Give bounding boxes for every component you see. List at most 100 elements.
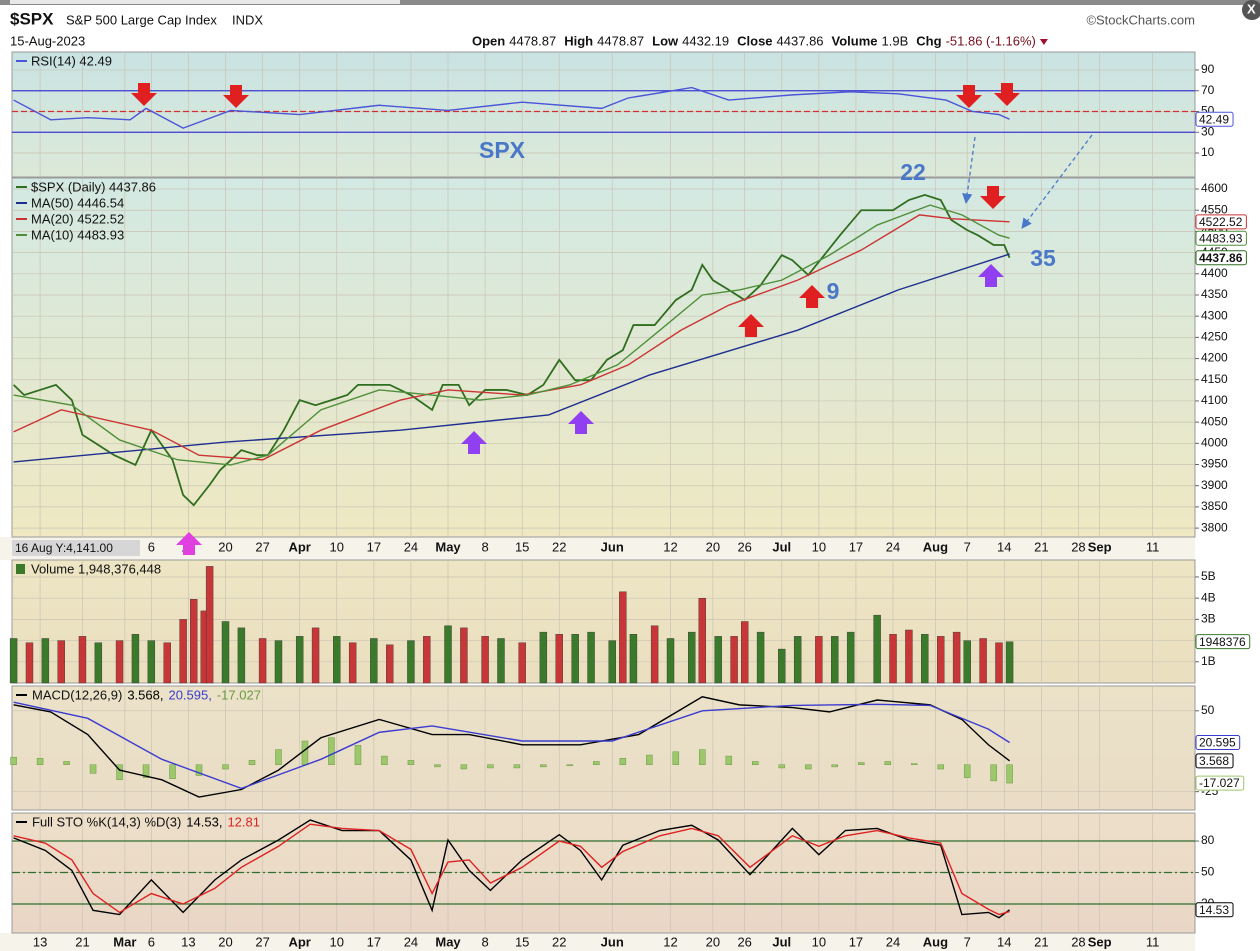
quote-label: Open (472, 33, 505, 48)
volume-bar (41, 638, 50, 684)
x-tick-label: Mar (113, 934, 136, 949)
volume-bar (778, 648, 786, 684)
panel-background (11, 177, 1196, 538)
last-value-tag (1195, 250, 1247, 266)
histogram-bar (434, 764, 441, 768)
volume-bar (57, 640, 65, 684)
histogram-bar (910, 763, 918, 765)
y-tick-label: 4400 (1201, 266, 1228, 280)
volume-bar (666, 638, 675, 684)
histogram-bar (831, 764, 838, 768)
x-tick-label: 28 (1071, 539, 1085, 554)
x-tick-label: 10 (330, 539, 344, 554)
legend-label: $SPX (Daily) 4437.86 (31, 179, 156, 194)
close-button[interactable] (1242, 0, 1260, 20)
y-tick-label: 4250 (1201, 330, 1228, 344)
volume-bar (587, 631, 595, 684)
volume-bar (756, 631, 765, 684)
x-tick-label: 10 (812, 934, 826, 949)
x-tick-label: May (435, 934, 461, 949)
y-tick-label: 3950 (1201, 457, 1228, 471)
x-tick-label: 17 (367, 539, 381, 554)
volume-bar (937, 636, 945, 684)
x-tick-label: 11 (1146, 934, 1160, 949)
x-tick-label: 17 (849, 539, 863, 554)
x-tick-label: 17 (849, 934, 863, 949)
volume-bar (979, 638, 987, 684)
y-tick-label: 10 (1201, 145, 1215, 159)
histogram-bar (752, 761, 759, 765)
volume-bar (94, 642, 103, 684)
x-tick-label: 21 (1034, 934, 1048, 949)
y-tick-label: 3900 (1201, 478, 1228, 492)
x-tick-label: Apr (288, 539, 310, 554)
last-value-tag (1195, 230, 1247, 246)
y-tick-label: 4600 (1201, 181, 1228, 195)
x-tick-label: 15 (515, 539, 529, 554)
histogram-bar (566, 764, 574, 767)
histogram-bar (142, 764, 150, 778)
x-tick-label: 26 (737, 934, 751, 949)
histogram-bar (778, 764, 786, 769)
series-line (12, 194, 1011, 507)
panel-background (11, 51, 1196, 178)
histogram-bar (593, 761, 600, 765)
histogram-bar (990, 764, 997, 782)
crosshair-label: 16 Aug Y:4,141.00 (15, 541, 113, 555)
quote-label: Close (737, 33, 772, 48)
x-tick-label: 21 (75, 934, 89, 949)
pointer-arrow (1021, 134, 1093, 229)
volume-bar (386, 644, 394, 684)
histogram-bar (857, 762, 865, 765)
histogram-bar (195, 764, 203, 776)
x-tick-label: 24 (886, 934, 900, 949)
legend-label: 20.595, (168, 687, 211, 702)
x-tick-label: May (435, 539, 461, 554)
y-tick-label: 4200 (1201, 351, 1228, 365)
x-tick-label: Jun (601, 539, 624, 554)
volume-bar (921, 634, 929, 684)
volume-bar (295, 636, 304, 684)
volume-bar (348, 642, 357, 684)
y-tick-label: 3800 (1201, 520, 1228, 534)
quote-label: Low (652, 33, 679, 48)
y-tick-label: 3B (1201, 612, 1216, 626)
y-tick-label: 50 (1201, 865, 1215, 879)
x-tick-label: 21 (1034, 539, 1048, 554)
volume-bar (730, 636, 738, 684)
histogram-bar (487, 764, 494, 769)
x-tick-label: 14 (997, 934, 1011, 949)
histogram-bar (460, 764, 468, 770)
x-tick-label: 11 (1146, 539, 1160, 554)
y-tick-label: 5B (1201, 569, 1216, 583)
volume-bar (311, 627, 320, 684)
last-value-label: -17.027 (1199, 776, 1240, 790)
last-value-tag (1195, 735, 1241, 751)
annotation-layer (131, 83, 1093, 555)
volume-bar (163, 642, 171, 684)
volume-bar (555, 634, 563, 684)
x-tick-label: 8 (481, 539, 488, 554)
x-tick-label: 7 (964, 934, 971, 949)
y-tick-label: 4550 (1201, 202, 1228, 216)
last-value-label: 4437.86 (1199, 251, 1243, 265)
volume-bar (815, 636, 823, 684)
last-value-tag (1195, 753, 1234, 769)
histogram-bar (222, 764, 229, 770)
volume-bar (650, 625, 659, 684)
legend-swatch (16, 564, 25, 574)
x-tick-label: Jul (772, 934, 791, 949)
histogram-bar (116, 764, 123, 781)
volume-bar (444, 625, 452, 684)
volume-bar (115, 640, 124, 684)
volume-bar (539, 631, 548, 684)
histogram-bar (36, 757, 44, 765)
last-value-tag (1195, 775, 1245, 791)
x-tick-label: 7 (964, 539, 971, 554)
x-tick-label: Sep (1088, 539, 1112, 554)
volume-bar (25, 642, 34, 684)
histogram-bar (699, 749, 706, 765)
histogram-bar (354, 745, 362, 765)
volume-bar (688, 631, 696, 684)
histogram-bar (672, 751, 680, 765)
